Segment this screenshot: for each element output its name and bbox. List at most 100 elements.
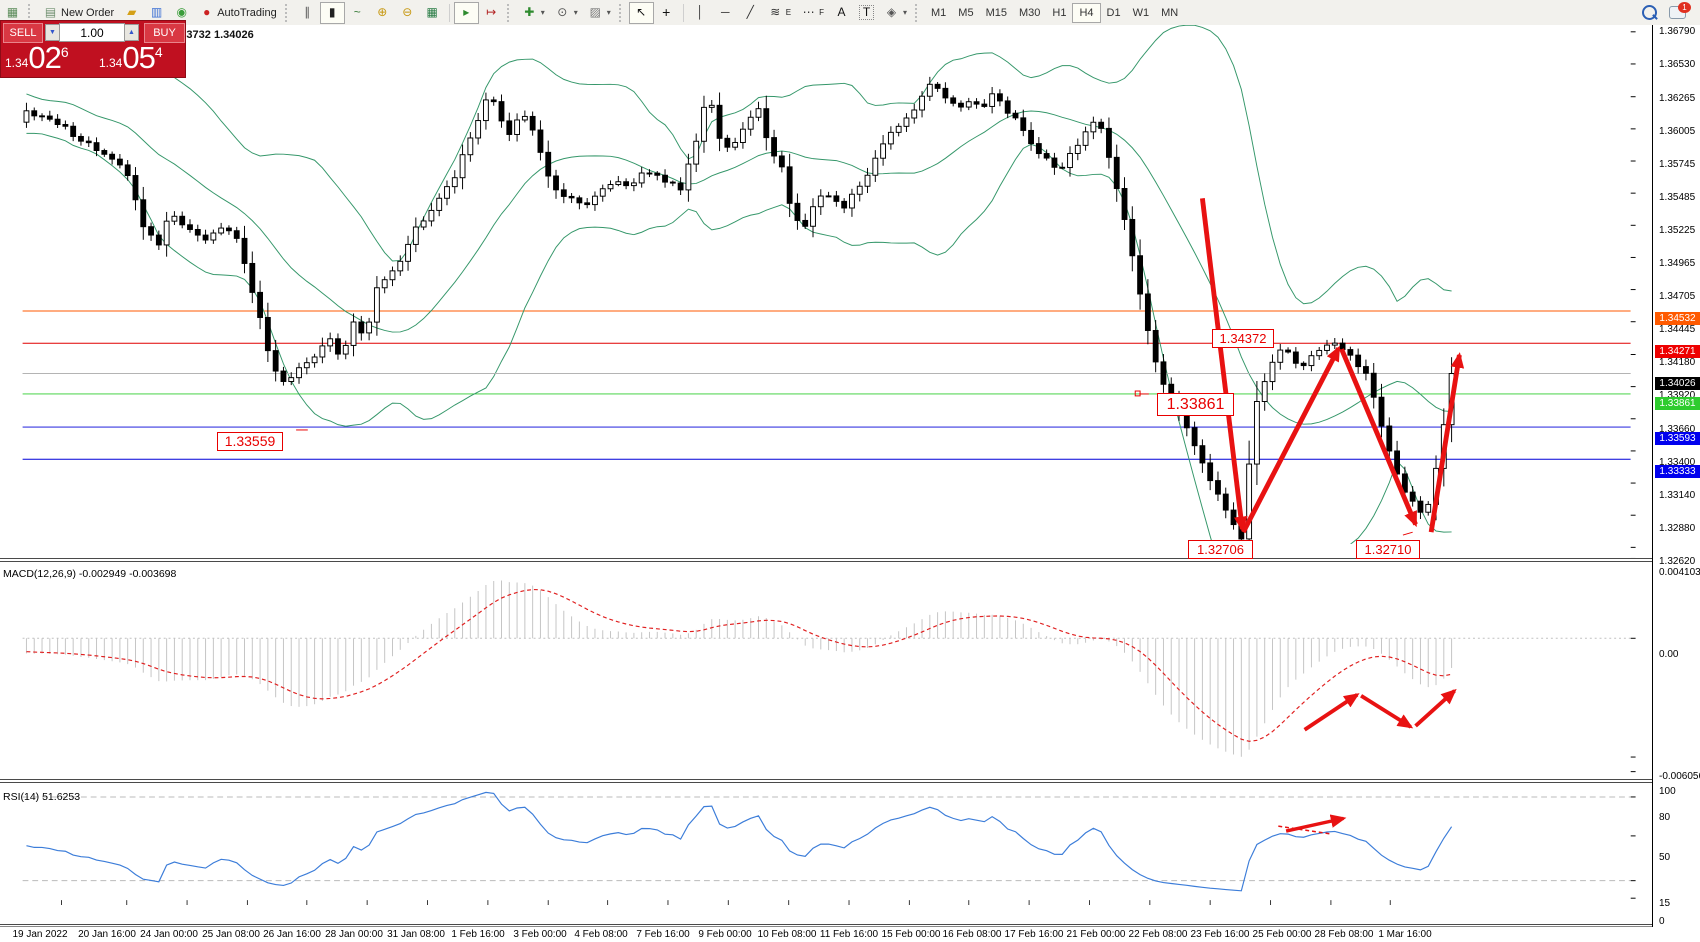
candle-chart-icon: ▮ (328, 5, 336, 19)
price-label-1.33861: 1.33861 (1655, 397, 1700, 411)
panel-separator (0, 782, 1652, 783)
price-tick: 1.36005 (1659, 125, 1696, 137)
timeframe-H4[interactable]: H4 (1072, 2, 1101, 23)
dropdown-icon: ▾ (606, 8, 611, 17)
price-tick: 1.35485 (1659, 191, 1696, 203)
template-button[interactable]: ▨ ▾ (583, 2, 616, 24)
tile-windows-button[interactable]: ▦ (420, 2, 445, 24)
volume-input[interactable]: 1.00 (59, 23, 125, 42)
timeframe-D1[interactable]: D1 (1106, 6, 1121, 19)
strategy-tester-button[interactable]: ▥ (144, 2, 169, 24)
timeframe-H1[interactable]: H1 (1052, 6, 1067, 19)
chart-canvas[interactable] (0, 25, 1700, 942)
horizontal-line-tool[interactable]: ─ (713, 2, 738, 24)
macd-tick: 0.004103 (1659, 567, 1700, 578)
buy-price[interactable]: 1.34 05 4 (99, 42, 163, 73)
panel-separator[interactable] (0, 779, 1652, 780)
autotrading-button[interactable]: ● AutoTrading (194, 2, 282, 24)
price-tick: 1.34180 (1659, 357, 1696, 369)
price-tick: 1.34445 (1659, 323, 1696, 335)
toolbar-grip[interactable] (28, 3, 35, 22)
auto-scroll-button[interactable]: ▸ (453, 1, 479, 24)
one-click-trading-panel[interactable]: SELL ▼ 1.00 ▲ BUY 1.34 02 6 1.34 05 4 (1, 21, 185, 77)
line-chart-button[interactable]: ~ (345, 2, 370, 24)
price-label-1.34026: 1.34026 (1655, 376, 1700, 390)
annotation-1.34372: 1.34372 (1212, 329, 1274, 348)
toolbar-grip[interactable] (915, 3, 922, 22)
line-chart-icon: ~ (353, 5, 361, 19)
zoom-out-icon: ⊖ (402, 5, 413, 19)
vertical-line-tool[interactable]: │ (688, 2, 713, 24)
volume-decrease-button[interactable]: ▼ (45, 24, 60, 41)
chart-shift-button[interactable]: ↦ (479, 2, 504, 24)
new-order-icon: ▤ (44, 5, 57, 19)
rsi-tick: 80 (1659, 812, 1671, 823)
time-label: 17 Feb 16:00 (1004, 929, 1064, 940)
price-label-1.34271: 1.34271 (1655, 345, 1700, 359)
channel-icon: ≋ (770, 5, 781, 19)
timeframe-bar: M1 M5 M15 M30 H1 H4 D1 W1 MN (925, 2, 1184, 23)
arrows-tool[interactable]: ◈ ▾ (879, 2, 912, 24)
toolbar-grip[interactable] (506, 3, 514, 22)
sell-price[interactable]: 1.34 02 6 (5, 42, 69, 73)
time-label: 1 Feb 16:00 (451, 929, 505, 940)
panel-separator (0, 561, 1652, 562)
time-label: 19 Jan 2022 (12, 929, 68, 940)
cursor-tool[interactable]: ↖ (628, 1, 654, 24)
time-label: 21 Feb 00:00 (1066, 929, 1126, 940)
toolbar-separator (448, 3, 450, 22)
timeframe-M5[interactable]: M5 (958, 6, 974, 19)
chart-window[interactable]: ▴ GBPUSD-,H4 1.33744 1.34058 1.33732 1.3… (0, 25, 1700, 942)
notification-icon[interactable]: 1 (1669, 2, 1691, 19)
text-label-tool[interactable]: T (854, 2, 879, 24)
signals-button[interactable]: ◉ (169, 2, 194, 24)
market-watch-button[interactable]: ▰ (119, 2, 144, 24)
candle-chart-button[interactable]: ▮ (319, 1, 345, 24)
time-label: 3 Feb 00:00 (513, 929, 567, 940)
buy-button[interactable]: BUY (144, 23, 185, 43)
timeframe-W1[interactable]: W1 (1132, 6, 1150, 19)
dropdown-icon: ▾ (573, 8, 578, 17)
bar-chart-icon: ∥ (304, 5, 311, 19)
search-icon[interactable] (1642, 5, 1657, 20)
signal-icon: ◉ (176, 5, 187, 19)
panel-separator[interactable] (0, 558, 1652, 559)
new-order-button[interactable]: ▤ New Order (38, 2, 119, 24)
timeframe-MN[interactable]: MN (1161, 6, 1179, 19)
period-button[interactable]: ⊙ ▾ (550, 2, 583, 24)
timeframe-M1[interactable]: M1 (931, 6, 947, 19)
time-label: 4 Feb 08:00 (574, 929, 628, 940)
trendline-tool[interactable]: ╱ (738, 2, 763, 24)
buy-price-small: 1.34 (99, 56, 123, 70)
autotrading-icon: ● (203, 5, 211, 19)
crosshair-tool[interactable]: + (654, 2, 679, 24)
monitor-icon: ▥ (151, 5, 163, 19)
new-chart-button[interactable]: ▦ (0, 2, 25, 24)
price-tick: 1.36790 (1659, 26, 1696, 37)
timeframe-M15[interactable]: M15 (985, 6, 1007, 19)
macd-label: MACD(12,26,9) -0.002949 -0.003698 (3, 568, 177, 580)
buy-price-sup: 4 (154, 44, 163, 60)
sell-button[interactable]: SELL (3, 23, 43, 43)
toolbar-grip[interactable] (284, 3, 292, 22)
time-label: 26 Jan 16:00 (263, 929, 321, 940)
price-tick: 1.35225 (1659, 224, 1696, 236)
zoom-in-button[interactable]: ⊕ (370, 2, 395, 24)
time-label: 1 Mar 16:00 (1378, 929, 1432, 940)
text-tool[interactable]: A (829, 2, 854, 24)
bar-chart-button[interactable]: ∥ (295, 2, 320, 24)
chart-shift-icon: ↦ (486, 5, 497, 19)
time-label: 22 Feb 08:00 (1128, 929, 1188, 940)
timeframe-M30[interactable]: M30 (1018, 6, 1041, 19)
fibonacci-tool[interactable]: ⋯ F (796, 2, 829, 24)
zoom-out-button[interactable]: ⊖ (395, 2, 420, 24)
dropdown-icon: ▾ (903, 8, 908, 17)
price-tick: 1.33660 (1659, 423, 1696, 435)
add-indicator-button[interactable]: ✚ ▾ (517, 2, 550, 24)
channel-tool[interactable]: ≋ E (763, 2, 796, 24)
volume-increase-button[interactable]: ▲ (124, 24, 139, 41)
toolbar-grip[interactable] (618, 3, 626, 22)
zoom-in-icon: ⊕ (377, 5, 388, 19)
price-tick: 1.36530 (1659, 59, 1696, 71)
time-label: 25 Jan 08:00 (202, 929, 260, 940)
